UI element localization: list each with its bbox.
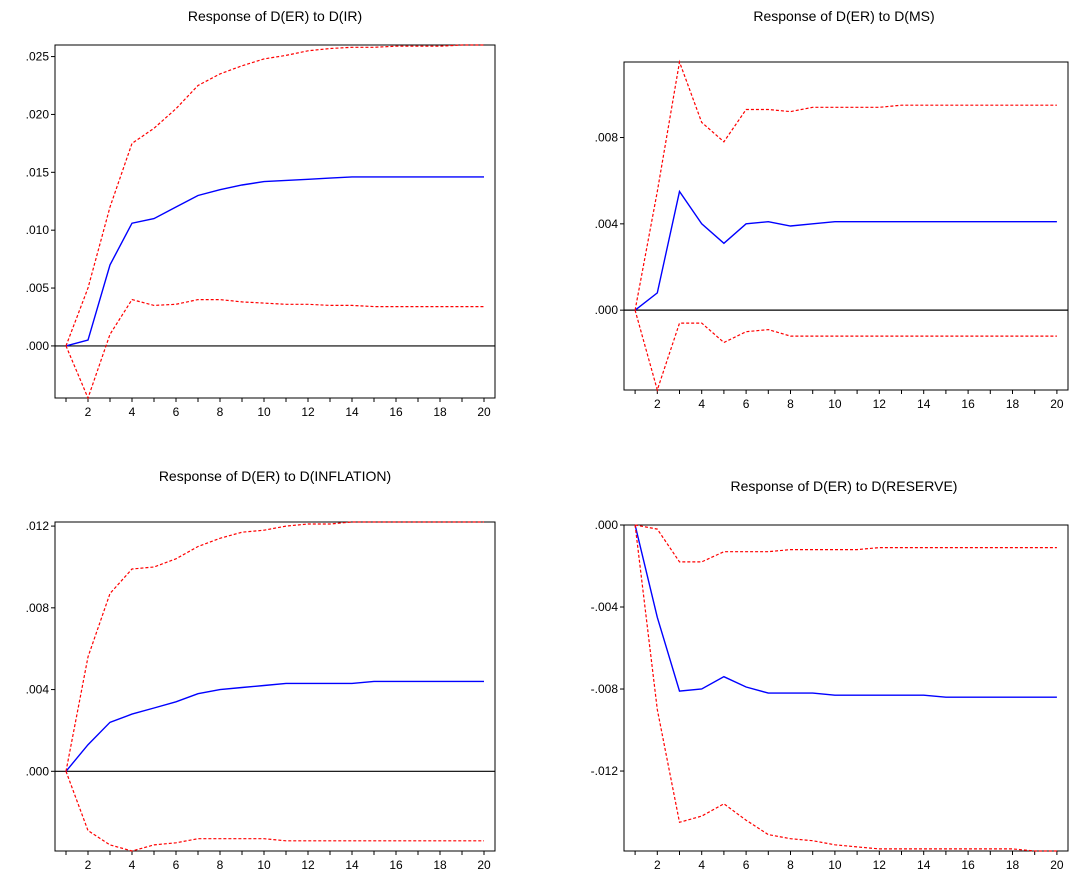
x-tick-label: 2 — [654, 858, 661, 872]
y-tick-label: .010 — [26, 223, 50, 237]
chart-panel-inflation: Response of D(ER) to D(INFLATION) .000.0… — [0, 440, 540, 886]
series-lower-line — [634, 524, 1057, 852]
x-tick-label: 20 — [1050, 397, 1064, 411]
x-tick-label: 12 — [873, 858, 887, 872]
y-tick-label: .000 — [595, 518, 619, 532]
x-tick-label: 4 — [129, 405, 136, 419]
chart-panel-ms: Response of D(ER) to D(MS) .000 .004 .008 2… — [540, 0, 1079, 440]
x-tick-label: 18 — [433, 405, 447, 419]
plot-frame — [623, 524, 1069, 852]
x-tick-label: 10 — [257, 858, 271, 872]
series-lower-line — [65, 298, 484, 400]
x-tick-label: 10 — [828, 397, 842, 411]
y-tick-label: -.012 — [591, 764, 619, 778]
y-tick-label: .004 — [26, 683, 50, 697]
x-tick-label: 4 — [698, 858, 705, 872]
x-tick-label: 18 — [1006, 858, 1020, 872]
x-tick-label: 16 — [961, 397, 975, 411]
x-tick-label: 14 — [917, 858, 931, 872]
series-response-line — [65, 680, 484, 772]
x-tick-label: 2 — [85, 405, 92, 419]
y-tick-label: .025 — [26, 50, 50, 64]
x-tick-label: 6 — [173, 405, 180, 419]
y-tick-label: .008 — [26, 601, 50, 615]
chart-svg: .000 .004 .008 2 4 6 8 10 12 14 16 18 20 — [595, 59, 1069, 411]
series-response-line — [65, 176, 484, 347]
x-tick-label: 12 — [301, 858, 315, 872]
plot-frame — [54, 44, 496, 399]
x-tick-label: 4 — [698, 397, 705, 411]
chart-svg: .000 -.004 -.008 -.012 2 4 6 8 10 12 14 16 18 20 — [591, 518, 1069, 872]
y-tick-label: .005 — [26, 281, 50, 295]
y-tick-label: .008 — [595, 131, 619, 145]
chart-title: Response of D(ER) to D(MS) — [753, 8, 935, 24]
chart-title: Response of D(ER) to D(RESERVE) — [730, 478, 958, 494]
x-tick-label: 10 — [257, 405, 271, 419]
series-upper-line — [634, 59, 1057, 311]
y-tick-label: .015 — [26, 165, 50, 179]
x-tick-label: 2 — [654, 397, 661, 411]
x-tick-label: 20 — [477, 405, 491, 419]
x-tick-label: 10 — [828, 858, 842, 872]
x-tick-label: 14 — [345, 858, 359, 872]
x-tick-label: 8 — [787, 858, 794, 872]
y-tick-label: .000 — [595, 303, 619, 317]
series-response-line — [634, 524, 1057, 698]
y-tick-label: .004 — [595, 217, 619, 231]
y-tick-label: .000 — [26, 339, 50, 353]
y-tick-label: -.004 — [591, 600, 619, 614]
x-tick-label: 16 — [389, 405, 403, 419]
series-lower-line — [65, 771, 484, 852]
x-tick-label: 8 — [217, 405, 224, 419]
x-tick-label: 4 — [129, 858, 136, 872]
x-tick-label: 18 — [1006, 397, 1020, 411]
series-response-line — [634, 189, 1057, 311]
y-tick-label: .012 — [26, 519, 50, 533]
x-tick-label: 6 — [173, 858, 180, 872]
x-tick-label: 12 — [873, 397, 887, 411]
x-tick-label: 12 — [301, 405, 315, 419]
y-tick-label: -.008 — [591, 682, 619, 696]
x-tick-label: 20 — [477, 858, 491, 872]
x-tick-label: 14 — [917, 397, 931, 411]
chart-title: Response of D(ER) to D(INFLATION) — [158, 468, 392, 484]
x-tick-label: 6 — [743, 397, 750, 411]
x-tick-label: 20 — [1050, 858, 1064, 872]
chart-panel-ir: Response of D(ER) to D(IR) .000 .005 .010.… — [0, 0, 540, 440]
x-tick-label: 2 — [85, 858, 92, 872]
series-upper-line — [65, 44, 484, 347]
y-tick-label: .000 — [26, 764, 50, 778]
x-tick-label: 8 — [787, 397, 794, 411]
chart-svg: .000 .005 .010 .015 .020 .025 2 4 6 8 10 12 14 16 18 20 — [26, 44, 496, 419]
x-tick-label: 16 — [389, 858, 403, 872]
x-tick-label: 6 — [743, 858, 750, 872]
series-upper-line — [65, 521, 484, 772]
chart-svg: .000 .004 .008 .012 2 4 6 8 10 12 14 16 18 20 — [26, 519, 496, 872]
x-tick-label: 8 — [217, 858, 224, 872]
plot-frame — [623, 61, 1069, 391]
x-tick-label: 16 — [961, 858, 975, 872]
y-tick-label: .020 — [26, 107, 50, 121]
series-upper-line — [634, 524, 1057, 563]
series-lower-line — [634, 310, 1057, 393]
chart-title: Response of D(ER) to D(IR) — [187, 8, 363, 24]
chart-panel-reserve: Response of D(ER) to D(RESERVE) .000 -.00… — [540, 440, 1079, 886]
plot-frame — [54, 521, 496, 852]
x-tick-label: 14 — [345, 405, 359, 419]
x-tick-label: 18 — [433, 858, 447, 872]
